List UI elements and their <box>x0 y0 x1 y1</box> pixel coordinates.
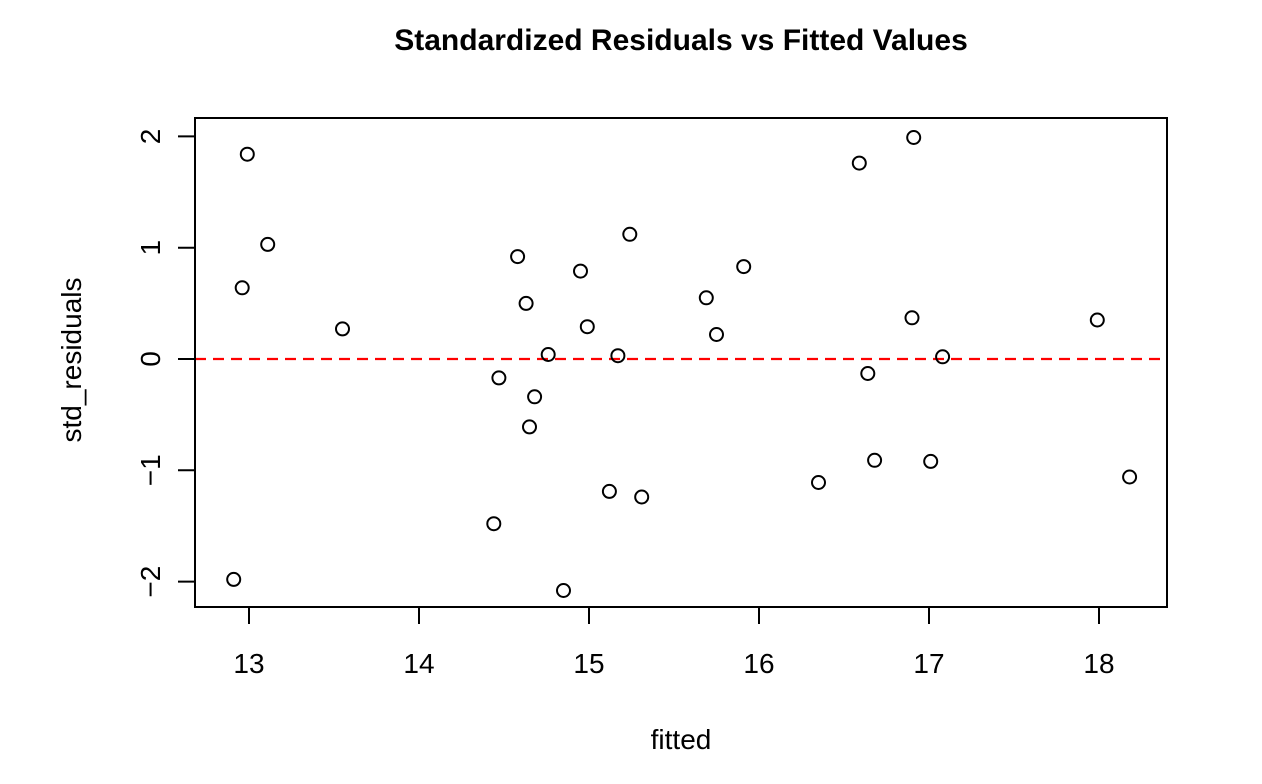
data-point <box>935 349 951 365</box>
data-point <box>260 236 276 252</box>
data-point <box>904 310 920 326</box>
x-tick-label: 17 <box>913 648 944 679</box>
data-point <box>1122 469 1138 485</box>
data-point <box>486 516 502 532</box>
data-point <box>556 583 571 598</box>
data-point <box>335 321 350 337</box>
y-tick-label: 2 <box>135 129 166 145</box>
data-point <box>867 452 883 468</box>
data-point <box>851 155 867 171</box>
x-tick-label: 16 <box>743 648 774 679</box>
data-point <box>622 226 638 242</box>
chart-title: Standardized Residuals vs Fitted Values <box>394 24 968 57</box>
data-point <box>239 146 255 162</box>
data-point <box>811 475 826 490</box>
data-point <box>634 489 650 505</box>
data-point <box>226 571 242 587</box>
data-point <box>491 370 507 386</box>
y-tick-label: 0 <box>135 351 166 367</box>
data-point <box>601 483 617 499</box>
x-tick-label: 18 <box>1083 648 1114 679</box>
data-point <box>510 249 526 265</box>
data-point <box>923 453 939 469</box>
plot-box <box>194 117 1168 608</box>
data-point <box>610 348 626 364</box>
data-point <box>234 280 250 296</box>
data-point <box>698 290 714 306</box>
data-point <box>522 419 537 435</box>
y-tick-label: −1 <box>135 454 166 486</box>
x-axis-label: fitted <box>650 724 712 755</box>
y-axis-label: std_residuals <box>56 277 87 443</box>
data-point <box>709 327 724 342</box>
x-tick-label: 14 <box>403 648 434 679</box>
y-tick-label: −2 <box>135 566 166 598</box>
x-tick-label: 13 <box>233 648 264 679</box>
data-point <box>860 366 876 381</box>
data-point <box>736 259 752 275</box>
data-point <box>573 263 588 279</box>
y-tick-label: 1 <box>135 240 166 256</box>
x-tick-label: 15 <box>573 648 604 679</box>
data-point <box>540 347 556 362</box>
data-point <box>518 295 534 311</box>
data-point <box>906 130 922 145</box>
data-point <box>1089 312 1105 328</box>
data-point <box>579 319 595 335</box>
data-point <box>527 389 543 405</box>
